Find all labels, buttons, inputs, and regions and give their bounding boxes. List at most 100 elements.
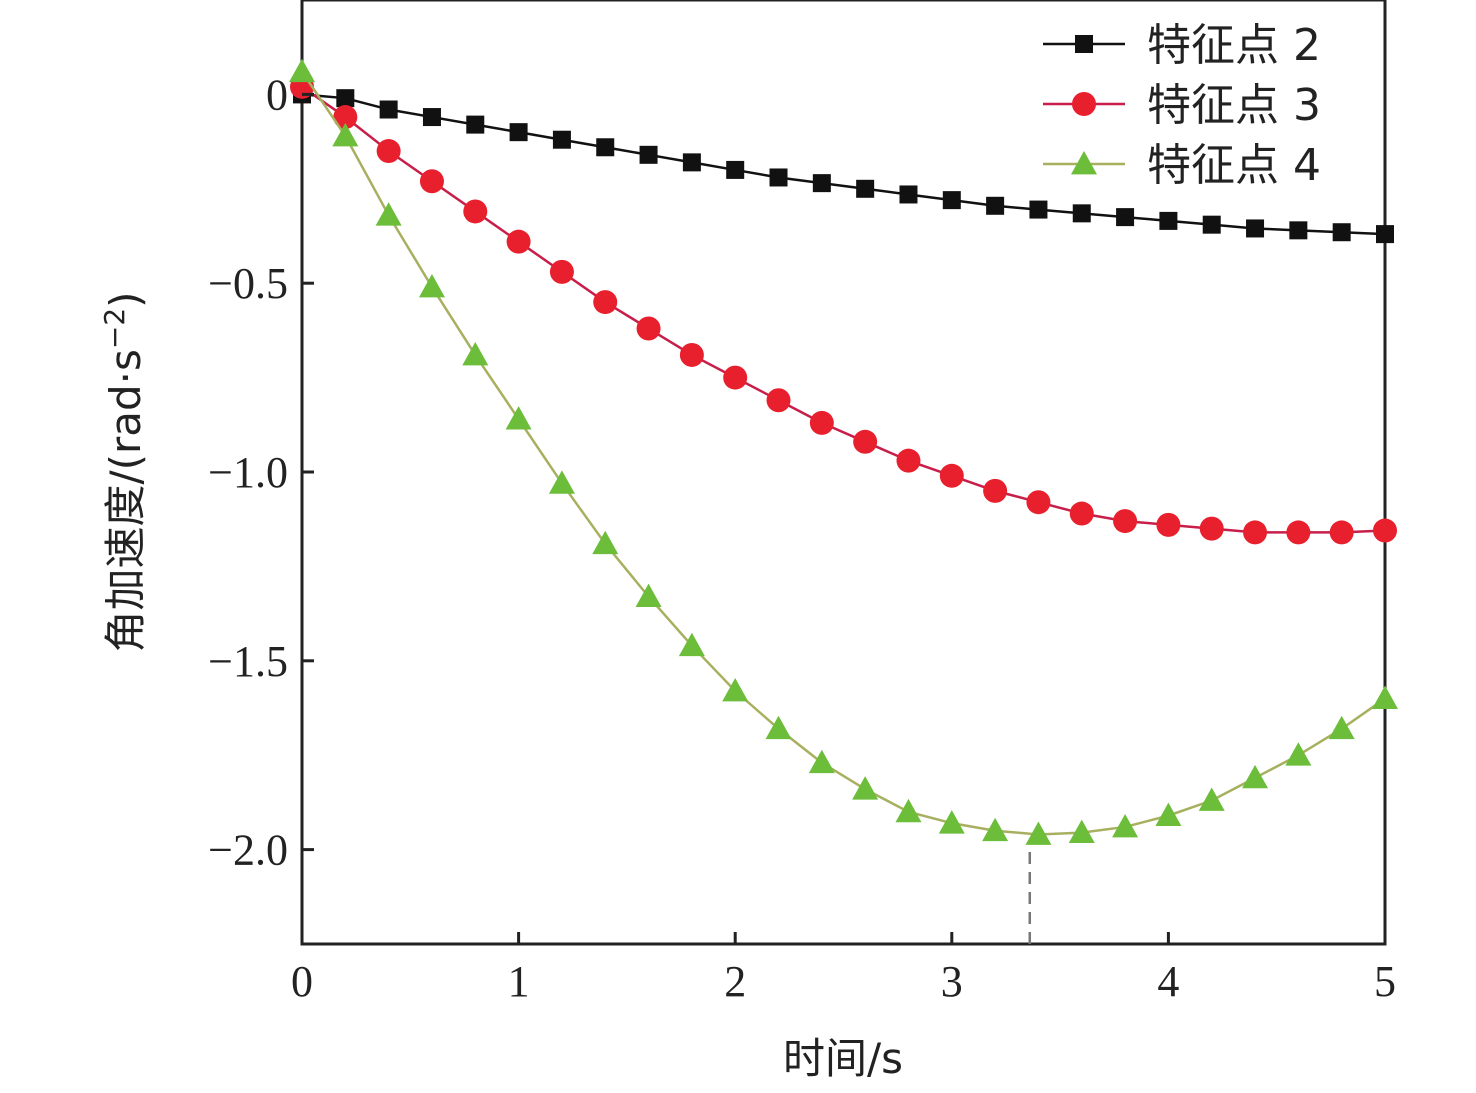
data-point <box>463 199 488 224</box>
data-point <box>333 105 358 130</box>
data-point <box>1246 219 1265 238</box>
y-tick-label: −1.0 <box>208 448 288 497</box>
data-point <box>376 139 401 164</box>
series-3 <box>290 74 1397 545</box>
data-point <box>722 678 749 702</box>
data-point <box>636 316 661 341</box>
data-point <box>509 123 528 142</box>
y-tick-label: −0.5 <box>208 259 288 308</box>
data-point <box>853 429 878 454</box>
data-point <box>639 145 658 164</box>
data-point <box>592 530 619 555</box>
data-point <box>812 174 831 193</box>
data-point <box>809 410 834 435</box>
legend-marker <box>1071 151 1097 175</box>
data-point <box>679 342 704 367</box>
tick-layer: 0 1 2 3 4 5 0 −0.5 −1.0 −1.5 −2.0 <box>208 70 1396 1006</box>
legend-label: 特征点 3 <box>1147 80 1321 131</box>
data-point <box>375 202 402 226</box>
x-tick-label: 5 <box>1374 957 1396 1006</box>
data-point <box>723 365 748 390</box>
data-point <box>942 191 961 210</box>
data-point <box>1373 518 1397 543</box>
data-point <box>1026 490 1051 515</box>
data-point <box>896 448 921 473</box>
data-point <box>986 196 1005 215</box>
data-point <box>983 478 1008 503</box>
legend-marker <box>1072 92 1096 116</box>
legend: 特征点 2 特征点 3 特征点 4 <box>1043 20 1321 191</box>
data-point <box>548 470 575 494</box>
y-axis-title: 角加速度/(rad·s−2) <box>98 291 150 652</box>
data-point <box>336 89 355 108</box>
data-point <box>289 58 315 83</box>
x-axis-title: 时间/s <box>783 1034 903 1083</box>
data-point <box>766 388 791 413</box>
data-point <box>808 749 835 774</box>
y-tick-label: −1.5 <box>208 637 288 686</box>
series-2 <box>293 85 1394 244</box>
data-point <box>682 153 701 172</box>
data-point <box>418 273 445 298</box>
data-point <box>1202 215 1221 234</box>
data-point <box>1072 204 1091 223</box>
data-point <box>462 341 489 366</box>
x-tick-label: 1 <box>508 957 530 1006</box>
x-tick-label: 4 <box>1157 957 1179 1006</box>
data-point <box>506 229 531 254</box>
legend-label: 特征点 4 <box>1147 140 1321 191</box>
legend-marker <box>1075 35 1093 53</box>
data-point <box>939 463 964 488</box>
data-point <box>1243 520 1268 545</box>
data-point <box>1285 742 1312 766</box>
data-point <box>1198 787 1225 811</box>
data-point <box>419 169 444 194</box>
legend-label: 特征点 2 <box>1147 20 1321 71</box>
data-point <box>1116 208 1135 227</box>
data-point <box>1199 516 1224 541</box>
x-tick-label: 2 <box>724 957 746 1006</box>
data-point <box>1112 813 1139 838</box>
data-point <box>1329 520 1354 545</box>
data-point <box>1159 211 1178 230</box>
data-point <box>379 100 398 119</box>
data-point <box>1289 221 1308 240</box>
data-point <box>1286 520 1311 545</box>
data-point <box>1372 685 1398 709</box>
y-axis-title-close: ) <box>101 291 150 307</box>
data-point <box>1376 225 1394 244</box>
data-point <box>726 160 745 179</box>
data-point <box>899 185 918 204</box>
data-point <box>982 817 1009 842</box>
data-point <box>596 138 615 157</box>
data-point <box>765 715 792 740</box>
data-point <box>332 122 359 147</box>
data-point <box>1156 512 1181 537</box>
y-axis-title-main: 角加速度/(rad·s <box>101 349 150 652</box>
data-point <box>856 179 875 198</box>
data-point <box>549 259 574 284</box>
data-point <box>1029 200 1048 219</box>
y-tick-label: 0 <box>266 70 288 119</box>
data-point <box>593 290 618 315</box>
data-point <box>505 406 532 430</box>
data-point <box>769 168 788 187</box>
data-point <box>635 583 662 608</box>
data-point <box>1328 715 1355 740</box>
data-point <box>1332 223 1351 242</box>
series-4 <box>289 58 1398 845</box>
y-tick-label: −2.0 <box>208 826 288 875</box>
data-point <box>938 810 965 834</box>
data-point <box>466 115 485 134</box>
data-point <box>1155 802 1182 827</box>
data-point <box>422 108 441 127</box>
data-point <box>678 632 705 657</box>
x-tick-label: 3 <box>941 957 963 1006</box>
series-layer <box>289 58 1398 845</box>
data-point <box>1068 819 1095 844</box>
data-point <box>552 130 571 149</box>
data-point <box>1025 821 1052 845</box>
data-point <box>852 776 879 800</box>
data-point <box>1069 501 1094 526</box>
